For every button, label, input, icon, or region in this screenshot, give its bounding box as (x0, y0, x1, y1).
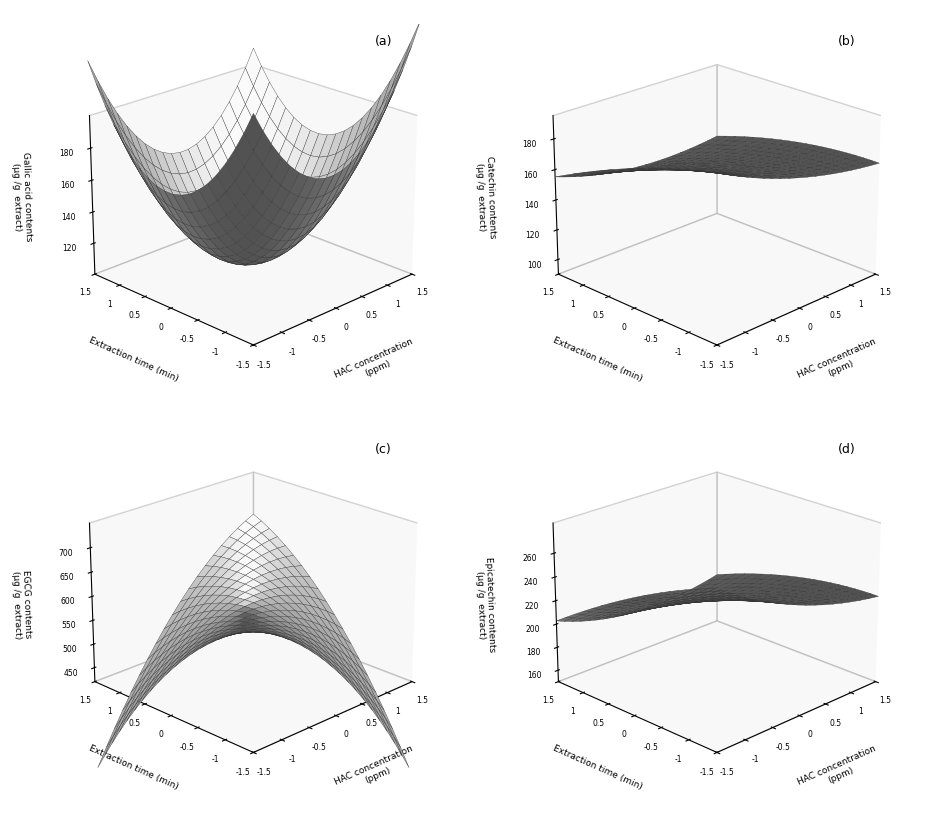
X-axis label: HAC concentration
(ppm): HAC concentration (ppm) (797, 337, 882, 389)
Y-axis label: Extraction time (min): Extraction time (min) (88, 336, 180, 383)
Y-axis label: Extraction time (min): Extraction time (min) (551, 336, 643, 383)
Text: (a): (a) (375, 36, 392, 49)
X-axis label: HAC concentration
(ppm): HAC concentration (ppm) (333, 337, 418, 389)
Y-axis label: Extraction time (min): Extraction time (min) (551, 743, 643, 790)
X-axis label: HAC concentration
(ppm): HAC concentration (ppm) (333, 743, 418, 796)
Y-axis label: Extraction time (min): Extraction time (min) (88, 743, 180, 790)
Text: (d): (d) (838, 442, 855, 456)
Text: (c): (c) (375, 442, 392, 456)
Text: (b): (b) (838, 36, 855, 49)
X-axis label: HAC concentration
(ppm): HAC concentration (ppm) (797, 743, 882, 796)
